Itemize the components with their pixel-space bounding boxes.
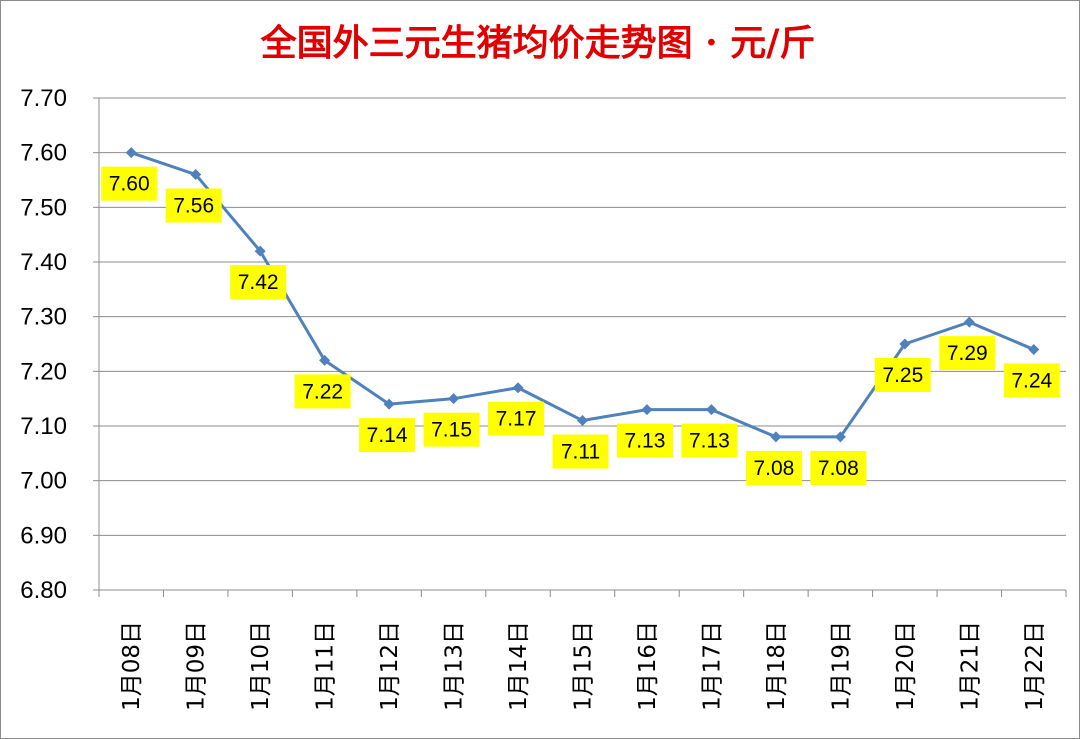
y-tick-label: 7.00 [20, 468, 67, 495]
data-label-box [681, 423, 738, 458]
data-point-marker [448, 393, 460, 405]
data-label-box [939, 336, 996, 371]
data-label-box [1003, 363, 1060, 398]
data-label-box [616, 423, 673, 458]
x-tick-label: 1月17日 [699, 621, 725, 711]
x-tick-label: 1月18日 [764, 621, 790, 711]
data-point-marker [834, 431, 846, 443]
data-point-marker [512, 382, 524, 394]
data-labels: 7.60 7.56 7.42 7.22 7.14 7.15 7.17 7.11 7.13 7.13… [101, 166, 1060, 485]
x-tick-label: 1月12日 [377, 621, 403, 711]
data-label-box [488, 401, 545, 436]
x-tick-label: 1月08日 [119, 621, 145, 711]
y-tick-label: 7.40 [20, 249, 67, 276]
data-label: 7.13 [689, 430, 730, 453]
data-label: 7.60 [109, 173, 150, 196]
data-label-box [874, 358, 931, 392]
data-label: 7.15 [431, 419, 472, 442]
data-label-box [294, 374, 351, 409]
data-label: 7.25 [882, 364, 923, 387]
data-point-marker [770, 431, 782, 443]
data-label-box [165, 188, 222, 223]
data-point-marker [1028, 343, 1040, 355]
data-label-box [745, 450, 802, 485]
data-point-marker [125, 147, 137, 159]
data-point-marker [899, 338, 911, 350]
x-tick-label: 1月22日 [1022, 621, 1048, 711]
data-label: 7.17 [496, 408, 537, 431]
x-axis-ticks: 1月08日 1月09日 1月10日 1月11日 1月12日 1月13日 1月14日 1月15日… [119, 621, 1048, 711]
data-point-marker [190, 169, 202, 181]
data-label-box [423, 412, 480, 447]
y-tick-label: 7.70 [20, 85, 67, 112]
data-label-box [810, 450, 867, 485]
x-tick-label: 1月10日 [248, 621, 274, 711]
data-point-marker [705, 404, 717, 416]
data-point-marker [383, 398, 395, 410]
x-tick-label: 1月19日 [828, 621, 854, 711]
x-tick-label: 1月13日 [442, 621, 468, 711]
data-point-marker [963, 316, 975, 328]
data-label: 7.13 [625, 430, 666, 453]
x-tick-label: 1月16日 [635, 621, 661, 711]
x-tick-label: 1月14日 [506, 621, 532, 711]
y-tick-label: 7.20 [20, 358, 67, 385]
data-label-box [101, 166, 158, 201]
data-label: 7.08 [818, 457, 859, 480]
x-tick-label: 1月21日 [957, 621, 983, 711]
y-tick-label: 7.60 [20, 140, 67, 167]
chart-title: 全国外三元生猪均价走势图 · 元/斤 [260, 22, 816, 64]
data-label: 7.22 [302, 380, 343, 403]
y-tick-label: 7.10 [20, 413, 67, 440]
gridlines [99, 97, 1066, 591]
data-label-box [230, 265, 287, 300]
axes [93, 97, 1067, 597]
data-label: 7.56 [173, 195, 214, 218]
data-point-marker [577, 415, 588, 427]
data-label-box [359, 418, 416, 453]
data-label: 7.14 [367, 424, 408, 447]
y-tick-label: 6.80 [20, 577, 67, 604]
data-point-marker [319, 354, 331, 366]
data-point-marker [641, 404, 653, 416]
y-axis-ticks: 6.80 6.90 7.00 7.10 7.20 7.30 7.40 7.50 7.60 7.70 [20, 85, 67, 604]
x-tick-label: 1月11日 [313, 621, 339, 711]
data-label: 7.42 [238, 271, 279, 294]
data-label: 7.29 [947, 342, 988, 365]
data-label: 7.24 [1011, 369, 1052, 392]
data-label-box [552, 434, 609, 469]
x-tick-label: 1月09日 [184, 621, 210, 711]
y-tick-label: 6.90 [20, 522, 67, 549]
data-label: 7.08 [753, 457, 794, 480]
x-tick-label: 1月20日 [893, 621, 919, 711]
y-tick-label: 7.30 [20, 304, 67, 331]
y-tick-label: 7.50 [20, 194, 67, 221]
data-point-marker [254, 245, 266, 257]
x-tick-label: 1月15日 [571, 621, 597, 711]
data-label: 7.11 [561, 441, 600, 464]
